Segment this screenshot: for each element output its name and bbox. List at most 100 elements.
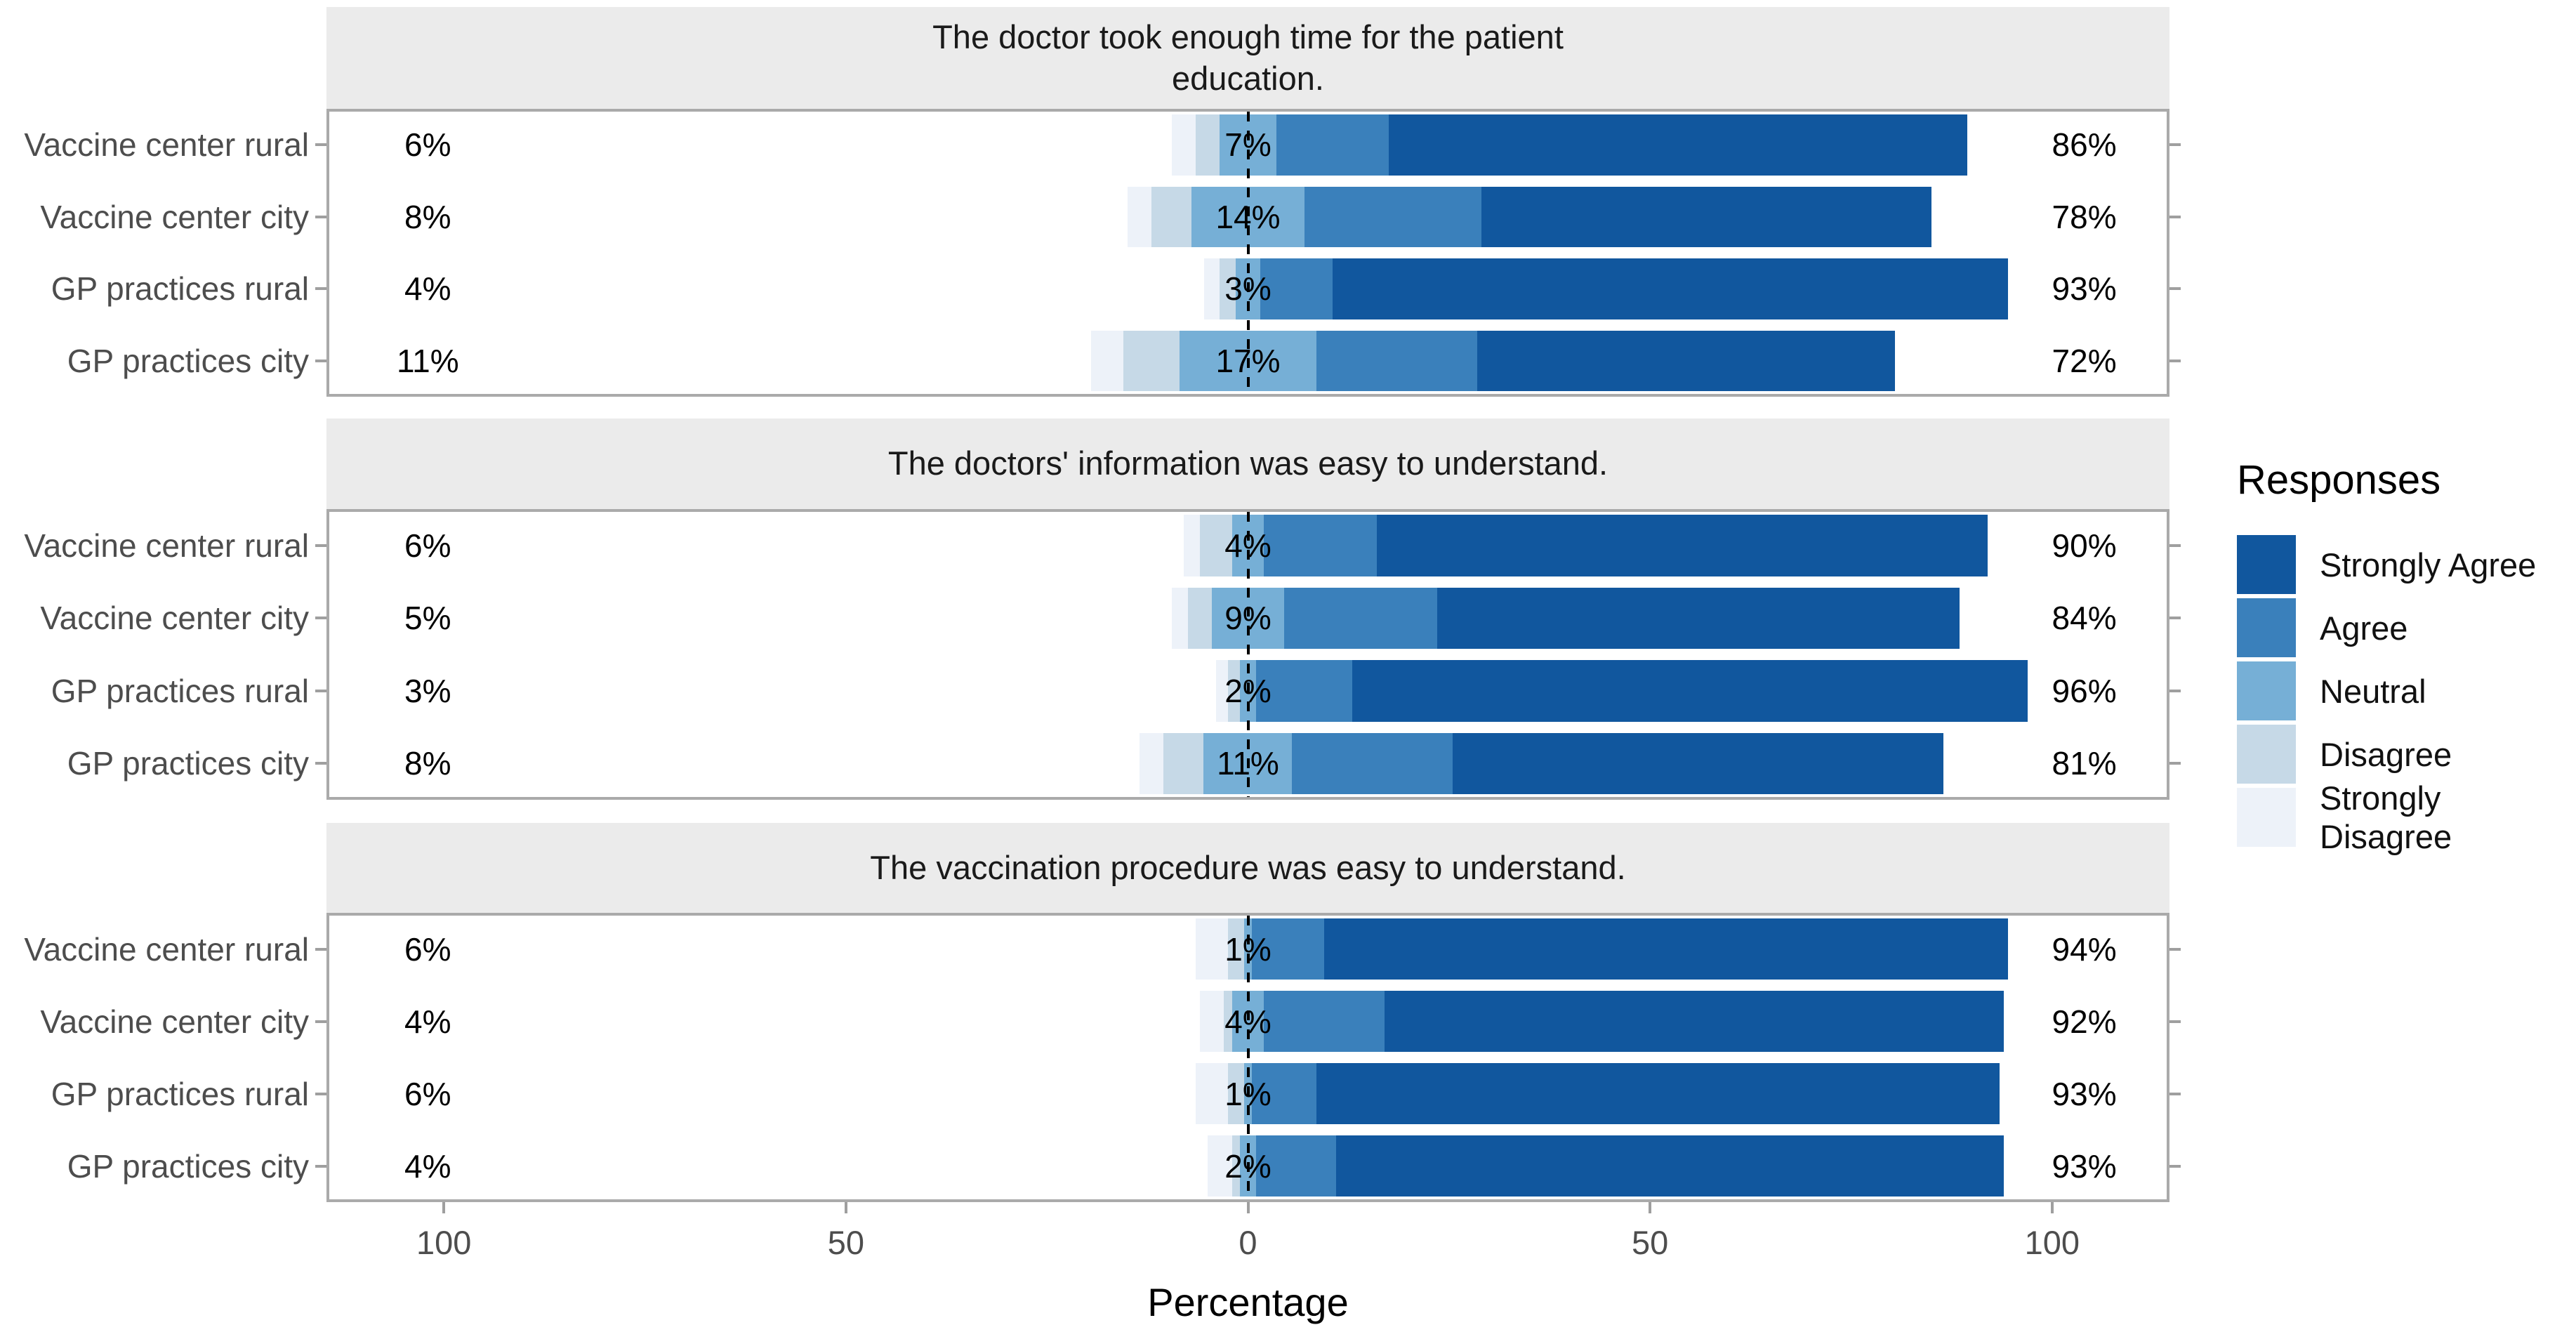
y-tick xyxy=(315,947,326,951)
y-tick xyxy=(315,215,326,218)
segment-strongly-agree xyxy=(1332,258,2008,319)
category-label: Vaccine center rural xyxy=(24,126,309,164)
bar xyxy=(1203,258,2008,319)
segment-strongly-agree xyxy=(1436,587,1960,649)
x-tick-label: 100 xyxy=(2024,1224,2080,1261)
agree-total-label: 94% xyxy=(2052,930,2117,968)
neutral-total-label: 7% xyxy=(1224,126,1272,164)
category-label: GP practices city xyxy=(67,745,309,782)
agree-total-label: 78% xyxy=(2052,198,2117,235)
segment-strongly-agree xyxy=(1477,330,1896,391)
disagree-total-label: 6% xyxy=(404,1075,451,1112)
segment-strongly-agree xyxy=(1453,732,1944,794)
segment-disagree xyxy=(1220,258,1236,319)
y-tick xyxy=(315,762,326,765)
segment-disagree xyxy=(1163,732,1204,794)
neutral-total-label: 3% xyxy=(1224,270,1272,308)
disagree-total-label: 5% xyxy=(404,600,451,637)
facet-strip-title: The doctors' information was easy to und… xyxy=(326,418,2169,509)
segment-agree xyxy=(1292,732,1453,794)
facet-strip-title: The doctor took enough time for the pati… xyxy=(326,7,2169,109)
y-tick xyxy=(315,543,326,547)
legend-label: Neutral xyxy=(2320,672,2426,710)
segment-strongly-disagree xyxy=(1171,114,1196,176)
bar xyxy=(1139,732,1944,794)
segment-agree xyxy=(1260,258,1333,319)
segment-strongly-agree xyxy=(1388,114,1968,176)
category-label: GP practices rural xyxy=(51,672,309,709)
y-tick xyxy=(315,1020,326,1023)
legend-label: Agree xyxy=(2320,609,2408,647)
y-tick xyxy=(2169,1164,2181,1168)
category-label: Vaccine center city xyxy=(40,600,309,637)
segment-strongly-disagree xyxy=(1183,515,1200,576)
segment-agree xyxy=(1255,660,1353,722)
y-tick xyxy=(315,143,326,147)
x-tick xyxy=(2050,1202,2054,1213)
zero-reference-line xyxy=(1246,112,1250,394)
segment-strongly-disagree xyxy=(1215,660,1228,722)
y-tick xyxy=(2169,617,2181,620)
bar xyxy=(1196,918,2008,980)
segment-strongly-disagree xyxy=(1091,330,1123,391)
legend-key-disagree xyxy=(2237,725,2296,784)
zero-reference-line xyxy=(1246,512,1250,797)
segment-strongly-agree xyxy=(1376,515,1988,576)
disagree-total-label: 4% xyxy=(404,1003,451,1040)
y-tick xyxy=(2169,359,2181,362)
neutral-total-label: 1% xyxy=(1224,1075,1272,1112)
y-tick xyxy=(2169,1020,2181,1023)
agree-total-label: 86% xyxy=(2052,126,2117,164)
disagree-total-label: 6% xyxy=(404,126,451,164)
disagree-total-label: 3% xyxy=(404,672,451,709)
legend-label: Disagree xyxy=(2320,735,2452,773)
segment-disagree xyxy=(1227,918,1244,980)
segment-disagree xyxy=(1199,515,1232,576)
x-tick-label: 100 xyxy=(416,1224,472,1261)
segment-strongly-agree xyxy=(1352,660,2028,722)
segment-strongly-disagree xyxy=(1203,258,1220,319)
y-tick xyxy=(2169,287,2181,291)
segment-disagree xyxy=(1196,114,1220,176)
legend-key-strongly-agree xyxy=(2237,535,2296,594)
bar xyxy=(1171,114,1968,176)
segment-disagree xyxy=(1151,186,1192,247)
agree-total-label: 72% xyxy=(2052,342,2117,379)
segment-strongly-disagree xyxy=(1208,1135,1232,1197)
segment-disagree xyxy=(1227,660,1241,722)
neutral-total-label: 14% xyxy=(1215,198,1281,235)
facet-strip-title: The vaccination procedure was easy to un… xyxy=(326,823,2169,913)
legend-key-neutral xyxy=(2237,661,2296,720)
y-tick xyxy=(315,617,326,620)
segment-strongly-disagree xyxy=(1127,186,1152,247)
neutral-total-label: 9% xyxy=(1224,600,1272,637)
disagree-total-label: 6% xyxy=(404,930,451,968)
y-tick xyxy=(315,1164,326,1168)
legend-key-agree xyxy=(2237,598,2296,657)
agree-total-label: 84% xyxy=(2052,600,2117,637)
disagree-total-label: 11% xyxy=(396,342,459,379)
y-tick xyxy=(2169,1092,2181,1095)
category-label: Vaccine center rural xyxy=(24,527,309,564)
disagree-total-label: 4% xyxy=(404,270,451,308)
segment-agree xyxy=(1304,186,1481,247)
segment-agree xyxy=(1264,515,1377,576)
category-label: Vaccine center city xyxy=(40,198,309,235)
segment-strongly-disagree xyxy=(1139,732,1164,794)
category-label: GP practices rural xyxy=(51,1075,309,1112)
category-label: GP practices rural xyxy=(51,270,309,308)
category-label: Vaccine center city xyxy=(40,1003,309,1040)
y-tick xyxy=(2169,543,2181,547)
y-tick xyxy=(2169,689,2181,692)
legend-label: Strongly Disagree xyxy=(2320,779,2452,855)
neutral-total-label: 4% xyxy=(1224,1003,1272,1040)
segment-disagree xyxy=(1231,1135,1241,1197)
bar xyxy=(1196,1063,2000,1124)
segment-agree xyxy=(1252,1063,1316,1124)
x-tick-label: 50 xyxy=(1632,1224,1669,1261)
segment-strongly-disagree xyxy=(1199,991,1224,1052)
segment-strongly-disagree xyxy=(1196,1063,1228,1124)
y-tick xyxy=(2169,762,2181,765)
segment-agree xyxy=(1255,1135,1337,1197)
agree-total-label: 93% xyxy=(2052,1147,2117,1185)
